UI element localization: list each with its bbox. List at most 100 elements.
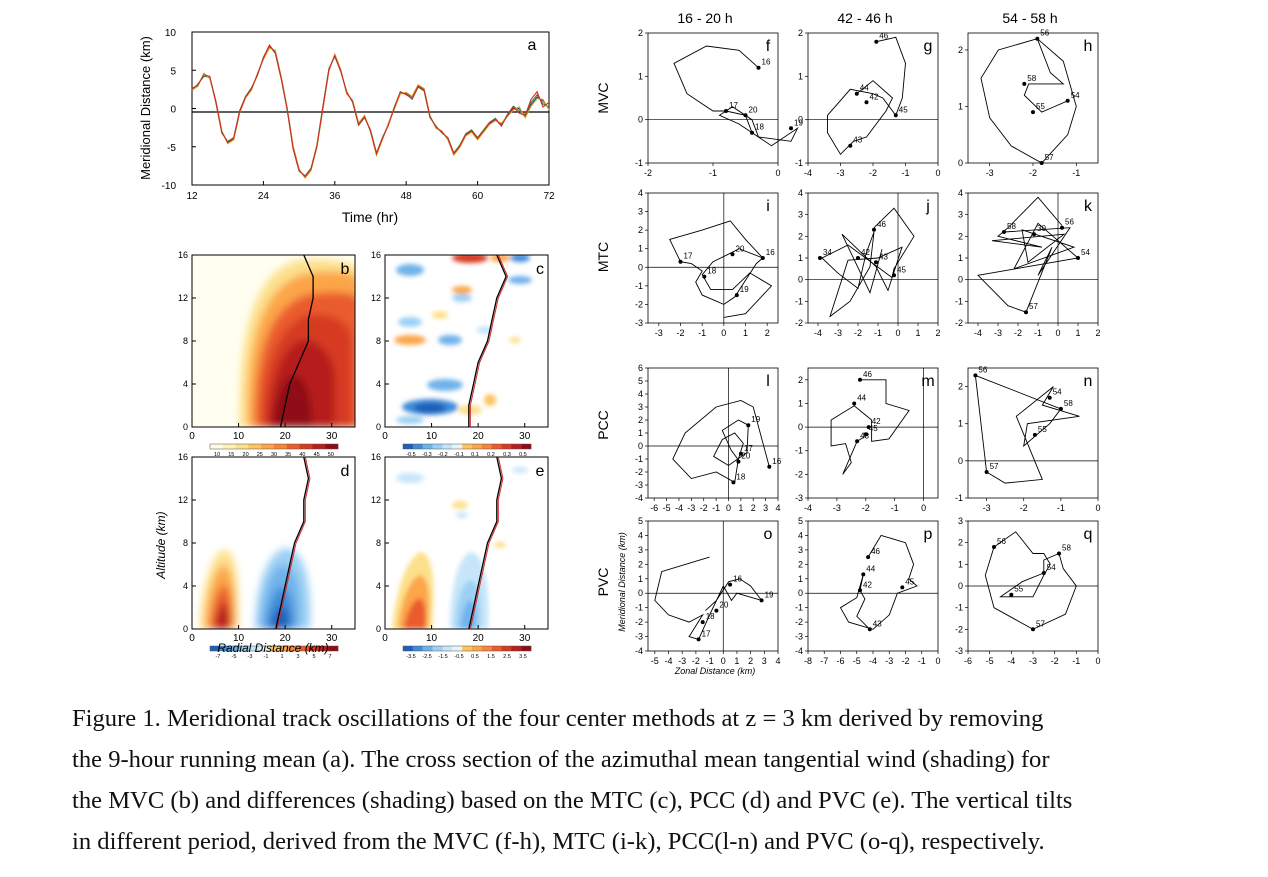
tilt-panel-g-xtick-label: -1 — [901, 168, 909, 178]
tilt-panel-f-point-label: 19 — [794, 118, 803, 127]
panel-d-colorbar-label: -3 — [248, 654, 253, 660]
panel-c-colorbar-swatch — [412, 444, 423, 449]
tilt-panel-n-point-label: 57 — [990, 462, 999, 471]
tilt-panel-q-point-label: 56 — [997, 537, 1006, 546]
tilt-panel-n-point — [1058, 406, 1063, 411]
tilt-panel-p-ytick-label: 0 — [798, 588, 803, 598]
tilt-panel-p-xtick-label: -6 — [836, 656, 844, 666]
tilt-panel-j-xtick-label: 0 — [895, 328, 900, 338]
panel-b-colorbar-label: 50 — [328, 452, 334, 458]
panel-c-colorbar-swatch — [442, 444, 453, 449]
tilt-panel-g-ytick-label: -1 — [795, 158, 803, 168]
tilt-panel-h-xtick-label: -2 — [1029, 168, 1037, 178]
tilt-panel-q-xtick-label: -4 — [1007, 656, 1015, 666]
tilt-panel-l-point — [738, 451, 743, 456]
panel-a-xtick-label: 36 — [329, 191, 341, 202]
tilt-panel-i-point — [734, 293, 739, 298]
tilt-panel-k-xtick-label: 0 — [1055, 328, 1060, 338]
tilt-panel-o-ytick-label: 3 — [638, 545, 643, 555]
tilt-panel-l-ytick-label: 5 — [638, 376, 643, 386]
panel-b-colorbar-swatch — [299, 444, 313, 449]
panel-e-rmw-line-alt — [469, 456, 504, 630]
panel-a-ytick-label: 5 — [170, 66, 176, 77]
tilt-panel-o-ytick-label: 4 — [638, 530, 643, 540]
tilt-panel-h-point-label: 58 — [1027, 74, 1036, 83]
caption-line-3: the MVC (b) and differences (shading) ba… — [72, 787, 1073, 814]
panel-d-xtick-label: 0 — [189, 633, 195, 644]
panel-a-xtick-label: 48 — [401, 191, 413, 202]
panel-e-xtick-label: 0 — [382, 633, 388, 644]
tilt-panel-j-xtick-label: -3 — [834, 328, 842, 338]
tilt-panel-k-point-label: 54 — [1081, 248, 1090, 257]
panel-a-letter: a — [528, 37, 537, 54]
panel-b-colorbar-label: 15 — [228, 452, 234, 458]
panel-d-colorbar-swatch — [219, 646, 230, 651]
tilt-panel-j-xtick-label: -4 — [814, 328, 822, 338]
tilt-panel-p-ytick-label: -4 — [795, 646, 803, 656]
tilt-panel-q-ytick-label: 0 — [958, 581, 963, 591]
column-title-2: 42 - 46 h — [837, 10, 892, 26]
tilt-panel-l-ytick-label: 2 — [638, 415, 643, 425]
tilt-panel-m-point — [866, 425, 871, 430]
tilt-panel-m-point-label: 43 — [860, 431, 869, 440]
panel-b-colorbar-swatch — [210, 444, 224, 449]
tilt-panel-k-ytick-label: 0 — [958, 275, 963, 285]
tilt-panel-o-ytick-label: 1 — [638, 574, 643, 584]
panel-b-colorbar-label: 10 — [214, 452, 220, 458]
tilt-panel-o-xtick-label: -4 — [664, 656, 672, 666]
tilt-panel-g-point-label: 45 — [899, 105, 908, 114]
panel-a-xtick-label: 60 — [472, 191, 484, 202]
panel-d-xlabel: Radial Distance (km) — [217, 641, 328, 655]
panel-b-ytick-label: 4 — [183, 379, 188, 389]
tilt-panel-g-point — [864, 100, 869, 105]
panel-b-letter: b — [341, 261, 350, 278]
tilt-panel-g-point — [893, 113, 898, 118]
panel-c-colorbar-swatch — [521, 444, 532, 449]
tilt-panel-i-xtick-label: -3 — [655, 328, 663, 338]
panel-d-ytick-label: 16 — [178, 452, 188, 462]
tilt-panel-h-ytick-label: 2 — [958, 45, 963, 55]
column-title-3: 54 - 58 h — [1002, 10, 1057, 26]
tilt-panel-i-track — [669, 220, 773, 318]
tilt-panel-m-point — [863, 432, 868, 437]
panel-a-series-pcc — [191, 47, 550, 180]
panel-a-ytick-label: -5 — [167, 143, 176, 154]
tilt-panel-j-track — [821, 207, 915, 318]
tilt-panel-l-point-label: 19 — [751, 415, 760, 424]
tilt-panel-k-point-label: 56 — [1065, 218, 1074, 227]
tilt-panel-l-point — [746, 423, 751, 428]
tilt-panel-j-letter: j — [925, 198, 930, 215]
panel-d-letter: d — [341, 463, 350, 480]
panel-b-shading — [239, 259, 355, 427]
panel-e-ytick-label: 0 — [376, 624, 381, 634]
tilt-panel-n-ytick-label: 1 — [958, 419, 963, 429]
panel-e-colorbar-label: 3.5 — [519, 654, 527, 660]
tilt-panel-n-xtick-label: 0 — [1095, 503, 1100, 513]
panel-b-ytick-label: 8 — [183, 336, 188, 346]
panel-e-colorbar-swatch — [521, 646, 532, 651]
tilt-panel-j-xtick-label: -2 — [854, 328, 862, 338]
tilt-panel-q-ytick-label: -2 — [955, 624, 963, 634]
tilt-panel-p-xtick-label: 0 — [935, 656, 940, 666]
panel-b-colorbar-label: 30 — [271, 452, 277, 458]
tilt-panel-h-ytick-label: 0 — [958, 158, 963, 168]
panel-e-colorbar-swatch — [481, 646, 492, 651]
panel-c-ytick-label: 8 — [376, 336, 381, 346]
tilt-panel-n-ytick-label: 0 — [958, 456, 963, 466]
panel-a-ytick-label: -10 — [162, 181, 177, 192]
tilt-panel-h-point — [1031, 110, 1035, 115]
panel-c-xtick-label: 10 — [426, 431, 438, 442]
tilt-panel-n-point — [1032, 432, 1037, 437]
tilt-panel-l-xtick-label: 3 — [763, 503, 768, 513]
panel-a-ytick-label: 0 — [170, 105, 176, 116]
tilt-panel-o-point-label: 18 — [706, 612, 715, 621]
tilt-panel-i-point-label: 17 — [684, 252, 693, 261]
panel-c-ytick-label: 16 — [371, 250, 381, 260]
tilt-panel-j-ytick-label: -2 — [795, 318, 803, 328]
tilt-panel-j-point — [872, 227, 876, 232]
caption-line-4: in different period, derived from the MV… — [72, 828, 1045, 855]
tilt-panel-p-ytick-label: -2 — [795, 617, 803, 627]
